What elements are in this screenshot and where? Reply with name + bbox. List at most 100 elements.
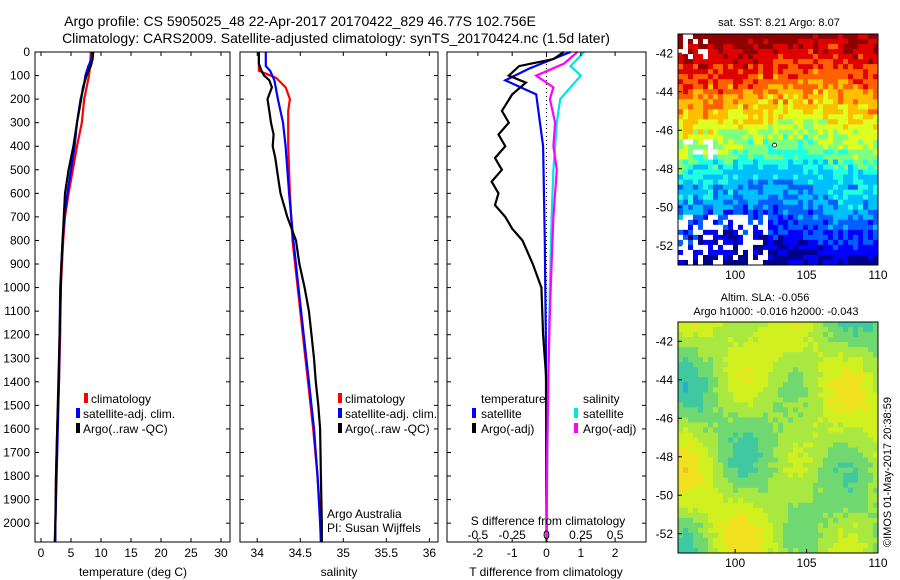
sst-cell <box>798 39 804 45</box>
sla-cell <box>738 512 744 519</box>
sla-cell <box>863 432 869 438</box>
sst-cell <box>708 189 714 195</box>
sst-cell <box>798 49 804 55</box>
sla-cell <box>873 407 879 413</box>
sst-cell <box>763 114 769 120</box>
sla-cell <box>718 432 724 438</box>
sst-y-tick-label: -52 <box>656 239 674 253</box>
sla-cell <box>803 472 809 478</box>
temperature-x-tick-label: 20 <box>154 546 168 560</box>
sla-cell <box>803 452 809 458</box>
sst-cell <box>803 64 809 70</box>
sst-cell <box>868 94 874 100</box>
sla-cell <box>678 347 684 353</box>
sla-cell <box>793 357 799 363</box>
sst-cell <box>853 139 859 145</box>
sst-cell <box>688 224 694 231</box>
sla-cell <box>808 362 814 368</box>
sla-cell <box>688 442 694 448</box>
sla-cell <box>713 337 719 343</box>
sla-cell <box>813 427 819 433</box>
sla-cell <box>848 362 854 368</box>
sla-cell <box>733 477 739 483</box>
sla-cell <box>853 447 859 453</box>
sla-cell <box>698 352 704 358</box>
sla-cell <box>818 542 824 549</box>
sst-cell <box>773 54 779 60</box>
sla-cell <box>743 382 749 388</box>
sst-cell <box>703 74 709 80</box>
sla-cell <box>678 487 684 494</box>
sla-cell <box>708 342 714 348</box>
sst-cell <box>688 159 694 165</box>
sst-cell <box>873 224 879 231</box>
sla-cell <box>793 352 799 358</box>
sst-cell <box>793 244 799 251</box>
sla-y-tick-label: -44 <box>656 373 674 387</box>
sst-cell <box>768 94 774 100</box>
sla-cell <box>793 422 799 428</box>
sla-cell <box>778 487 784 494</box>
sst-cell <box>758 59 764 65</box>
sst-cell <box>808 234 814 241</box>
sst-cell <box>703 89 709 95</box>
sla-cell <box>723 417 729 423</box>
sst-cell <box>798 74 804 80</box>
sst-cell <box>713 104 719 110</box>
sst-cell <box>833 224 839 231</box>
sst-cell <box>823 44 829 50</box>
sla-cell <box>733 467 739 473</box>
sla-cell <box>703 542 709 549</box>
sst-cell <box>798 69 804 75</box>
sst-cell <box>843 149 849 155</box>
sst-cell <box>793 64 799 70</box>
sst-cell <box>738 159 744 165</box>
sla-cell <box>708 412 714 418</box>
sst-cell <box>833 239 839 246</box>
sla-cell <box>748 532 754 539</box>
sla-cell <box>848 367 854 373</box>
sst-y-tick-label: -50 <box>656 200 674 214</box>
sla-cell <box>818 347 824 353</box>
sla-cell <box>793 322 799 328</box>
sst-cell <box>793 229 799 236</box>
sla-cell <box>713 537 719 544</box>
sst-cell <box>828 209 834 216</box>
sla-cell <box>863 472 869 478</box>
sst-cell <box>848 179 854 185</box>
sla-cell <box>738 537 744 544</box>
sla-cell <box>858 447 864 453</box>
sla-cell <box>858 392 864 398</box>
sla-cell <box>773 387 779 393</box>
sla-cell <box>838 412 844 418</box>
sla-cell <box>848 387 854 393</box>
sst-cell <box>808 259 814 266</box>
sst-cell <box>703 164 709 170</box>
sla-cell <box>843 367 849 373</box>
sst-cell <box>708 104 714 110</box>
sla-cell <box>798 382 804 388</box>
sst-cell <box>863 204 869 211</box>
sla-cell <box>828 447 834 453</box>
sst-cell <box>708 134 714 140</box>
sla-cell <box>688 467 694 473</box>
sst-cell <box>813 49 819 55</box>
sst-cell <box>688 249 694 256</box>
sla-cell <box>793 392 799 398</box>
sla-cell <box>713 322 719 328</box>
sla-cell <box>693 537 699 544</box>
sst-cell <box>758 209 764 216</box>
sla-cell <box>828 322 834 328</box>
sst-cell <box>788 169 794 175</box>
sst-cell <box>858 149 864 155</box>
sst-cell <box>718 164 724 170</box>
sla-cell <box>763 432 769 438</box>
sla-cell <box>763 502 769 509</box>
sst-cell <box>838 254 844 261</box>
sla-cell <box>798 512 804 519</box>
sst-cell <box>798 109 804 115</box>
sla-cell <box>753 342 759 348</box>
sst-cell <box>743 59 749 65</box>
sst-cell <box>848 174 854 180</box>
sla-cell <box>758 452 764 458</box>
